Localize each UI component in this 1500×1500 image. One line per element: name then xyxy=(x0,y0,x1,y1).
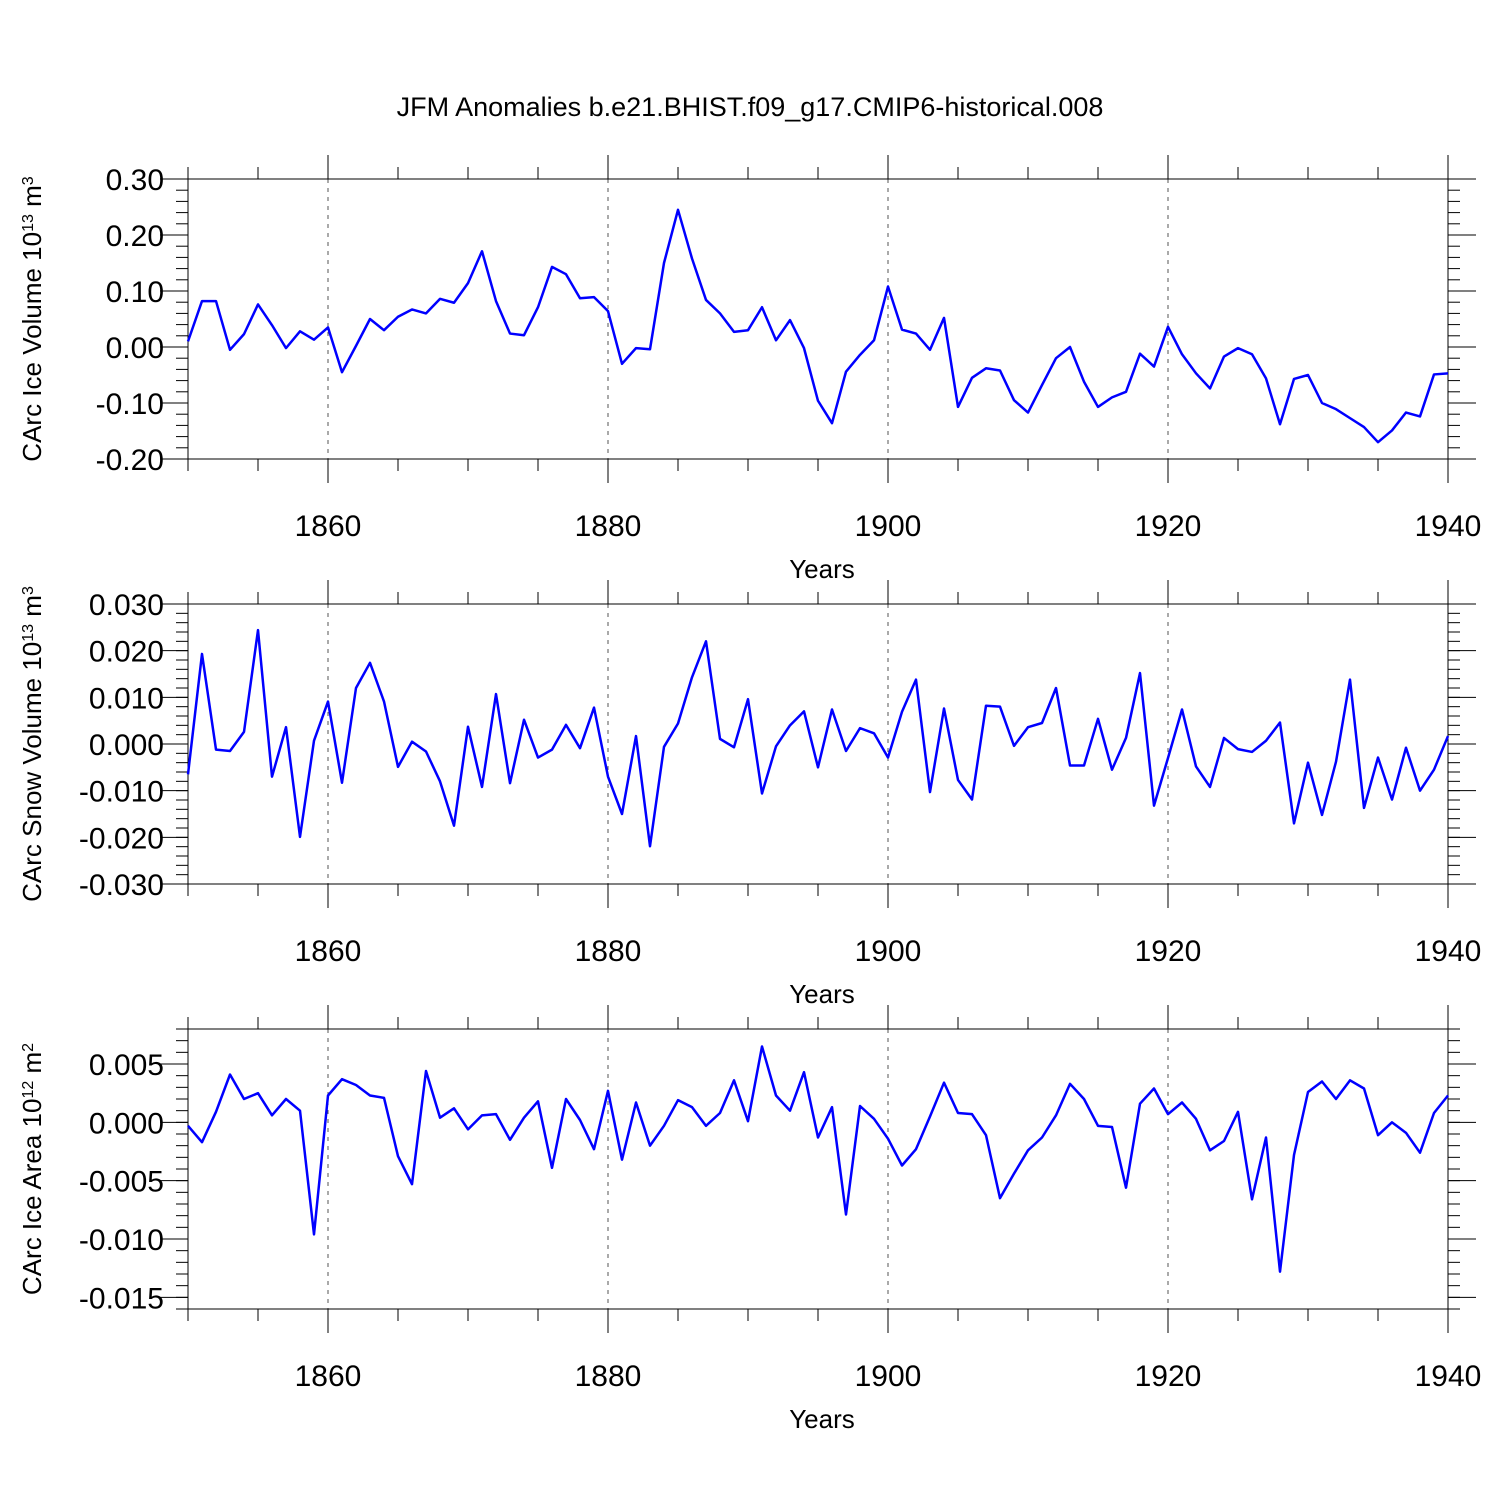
y-axis-title: CArc Ice Area 1012 m2 xyxy=(17,1043,47,1295)
y-tick-label: 0.005 xyxy=(89,1049,164,1082)
series-line-ice-volume xyxy=(186,208,1449,444)
y-tick-label: 0.000 xyxy=(89,729,164,762)
panel-ice-area: 0.005 0.000 -0.005 -0.010 -0.015 1860 1880 1900… xyxy=(17,1005,1481,1434)
y-axis-title: CArc Ice Volume 1013 m3 xyxy=(17,176,47,461)
x-tick-label: 1900 xyxy=(855,1360,922,1393)
y-tick-label: -0.10 xyxy=(96,388,164,421)
x-axis-title: Years xyxy=(789,554,855,584)
plot-frame xyxy=(187,603,1449,885)
y-tick-label: -0.20 xyxy=(96,444,164,477)
y-tick-label: -0.010 xyxy=(79,776,164,809)
x-tick-label: 1880 xyxy=(575,1360,642,1393)
x-tick-label: 1940 xyxy=(1415,510,1482,543)
x-tick-label: 1860 xyxy=(295,510,362,543)
panel-ice-volume: 0.30 0.20 0.10 0.00 -0.10 -0.20 1860 1880 1900 19… xyxy=(17,155,1481,584)
x-tick-label: 1860 xyxy=(295,1360,362,1393)
x-tick-label: 1940 xyxy=(1415,935,1482,968)
y-tick-label: 0.10 xyxy=(106,276,164,309)
x-tick-label: 1940 xyxy=(1415,1360,1482,1393)
x-tick-label: 1880 xyxy=(575,510,642,543)
chart-title: JFM Anomalies b.e21.BHIST.f09_g17.CMIP6-… xyxy=(397,92,1104,122)
y-tick-label: 0.020 xyxy=(89,636,164,669)
x-tick-label: 1880 xyxy=(575,935,642,968)
x-tick-label: 1860 xyxy=(295,935,362,968)
y-tick-label: 0.00 xyxy=(106,332,164,365)
y-tick-label: -0.020 xyxy=(79,822,164,855)
panel-snow-volume: 0.030 0.020 0.010 0.000 -0.010 -0.020 -0.030 18… xyxy=(17,580,1481,1009)
y-tick-label: 0.030 xyxy=(89,589,164,622)
x-axis-title: Years xyxy=(789,1404,855,1434)
x-axis-title: Years xyxy=(789,979,855,1009)
y-tick-label: -0.005 xyxy=(79,1166,164,1199)
x-tick-label: 1900 xyxy=(855,510,922,543)
x-tick-label: 1920 xyxy=(1135,510,1202,543)
x-tick-label: 1920 xyxy=(1135,1360,1202,1393)
y-tick-label: 0.010 xyxy=(89,682,164,715)
y-tick-label: -0.015 xyxy=(79,1282,164,1315)
series-line-ice-area xyxy=(187,1045,1449,1273)
x-tick-label: 1900 xyxy=(855,935,922,968)
y-tick-label: 0.20 xyxy=(106,220,164,253)
x-tick-label: 1920 xyxy=(1135,935,1202,968)
y-tick-label: -0.030 xyxy=(79,869,164,902)
y-tick-label: 0.30 xyxy=(106,164,164,197)
plot-frame xyxy=(187,178,1449,460)
y-axis-title: CArc Snow Volume 1013 m3 xyxy=(17,586,47,902)
y-tick-label: -0.010 xyxy=(79,1224,164,1257)
series-line-snow-volume xyxy=(186,628,1450,848)
y-tick-label: 0.000 xyxy=(89,1107,164,1140)
